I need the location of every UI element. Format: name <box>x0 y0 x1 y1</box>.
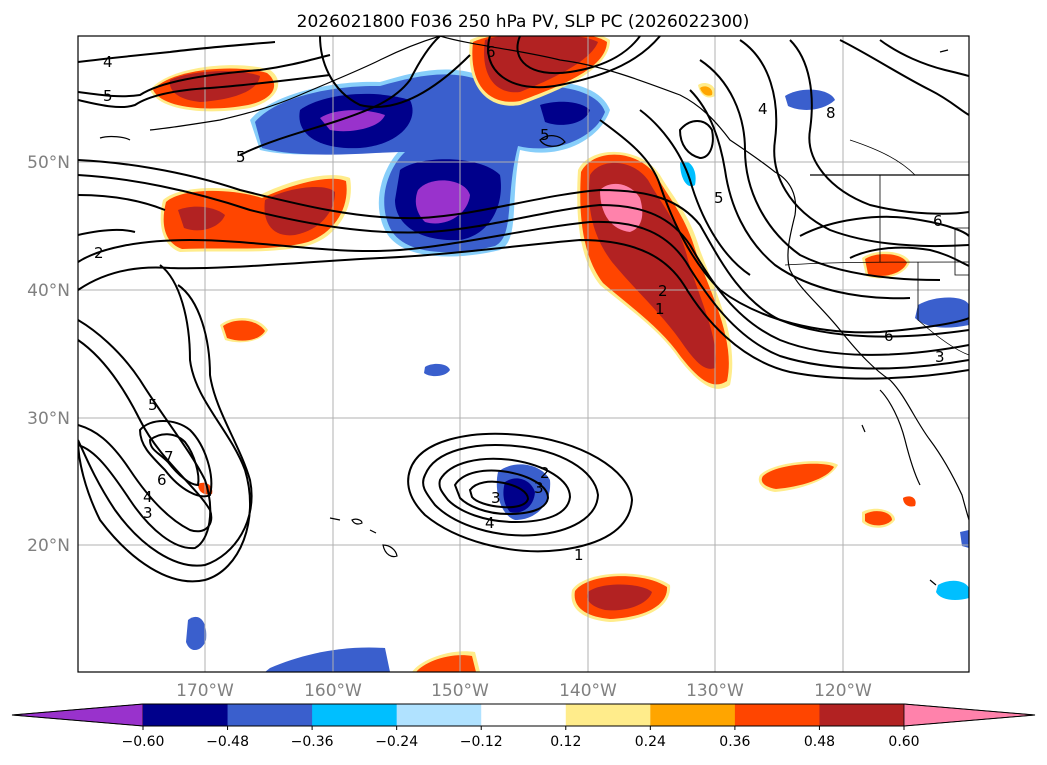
contour-label: 5 <box>103 87 113 105</box>
colorbar-extend-high <box>903 703 1036 727</box>
colorbar-tick-label: 0.36 <box>719 734 750 750</box>
lon-label-140w: 140°W <box>559 681 617 701</box>
latitude-labels: 50°N 40°N 30°N 20°N <box>27 153 70 556</box>
colorbar: −0.60 −0.48 −0.36 −0.24 −0.12 0.12 0.24 0.36 0.4… <box>11 703 1036 750</box>
contour-label: 2 <box>540 464 550 482</box>
map-panel: 4 5 5 6 5 4 8 5 6 2 1 2 6 3 5 7 6 4 3 3 … <box>78 36 969 672</box>
coastlines <box>99 36 969 586</box>
lat-label-30n: 30°N <box>27 409 70 429</box>
figure-title: 2026021800 F036 250 hPa PV, SLP PC (2026… <box>297 12 750 32</box>
colorbar-tick-label: −0.24 <box>375 734 418 750</box>
lat-label-50n: 50°N <box>27 153 70 173</box>
contour-label: 3 <box>935 348 945 366</box>
contour-label: 3 <box>534 479 544 497</box>
contour-label: 5 <box>540 126 550 144</box>
contour-label: 6 <box>884 327 894 345</box>
lat-label-40n: 40°N <box>27 281 70 301</box>
contour-label: 6 <box>933 212 943 230</box>
slp-contours <box>78 36 969 583</box>
colorbar-segment <box>481 704 567 726</box>
colorbar-segment <box>734 704 820 726</box>
colorbar-segment <box>819 704 905 726</box>
colorbar-segment <box>312 704 398 726</box>
contour-label: 5 <box>714 189 724 207</box>
lon-label-170w: 170°W <box>176 681 234 701</box>
contour-label: 4 <box>103 53 113 71</box>
colorbar-tick-label: 0.24 <box>635 734 666 750</box>
colorbar-tick-label: −0.48 <box>206 734 249 750</box>
colorbar-tick-label: −0.12 <box>460 734 503 750</box>
colorbar-extend-low <box>11 703 144 727</box>
colorbar-segment <box>143 704 229 726</box>
contour-label: 7 <box>164 448 174 466</box>
colorbar-segment <box>396 704 482 726</box>
lon-label-120w: 120°W <box>814 681 872 701</box>
lon-label-130w: 130°W <box>686 681 744 701</box>
contour-label: 2 <box>94 244 104 262</box>
contour-label: 2 <box>658 282 668 300</box>
map-frame <box>77 35 970 673</box>
contour-label: 4 <box>143 488 153 506</box>
graticule <box>78 36 969 672</box>
pv-positive-anomalies <box>150 36 916 672</box>
longitude-labels: 170°W 160°W 150°W 140°W 130°W 120°W <box>176 681 872 701</box>
contour-label: 4 <box>485 514 495 532</box>
colorbar-segment <box>227 704 313 726</box>
contour-label: 3 <box>143 504 153 522</box>
contour-label: 8 <box>826 104 836 122</box>
lat-label-20n: 20°N <box>27 536 70 556</box>
contour-label: 5 <box>148 396 158 414</box>
contour-label: 3 <box>491 489 501 507</box>
contour-labels: 4 5 5 6 5 4 8 5 6 2 1 2 6 3 5 7 6 4 3 3 … <box>94 43 945 564</box>
colorbar-tick-label: 0.12 <box>550 734 581 750</box>
colorbar-tick-label: −0.36 <box>291 734 334 750</box>
colorbar-tick-label: 0.48 <box>804 734 835 750</box>
contour-label: 6 <box>157 471 167 489</box>
lon-label-150w: 150°W <box>431 681 489 701</box>
colorbar-segment <box>565 704 651 726</box>
contour-label: 1 <box>655 300 665 318</box>
colorbar-tick-label: −0.60 <box>122 734 165 750</box>
contour-label: 1 <box>574 546 584 564</box>
contour-label: 5 <box>236 148 246 166</box>
colorbar-tick-label: 0.60 <box>888 734 919 750</box>
contour-label: 4 <box>758 100 768 118</box>
colorbar-segment <box>650 704 736 726</box>
contour-label: 6 <box>486 43 496 61</box>
lon-label-160w: 160°W <box>304 681 362 701</box>
